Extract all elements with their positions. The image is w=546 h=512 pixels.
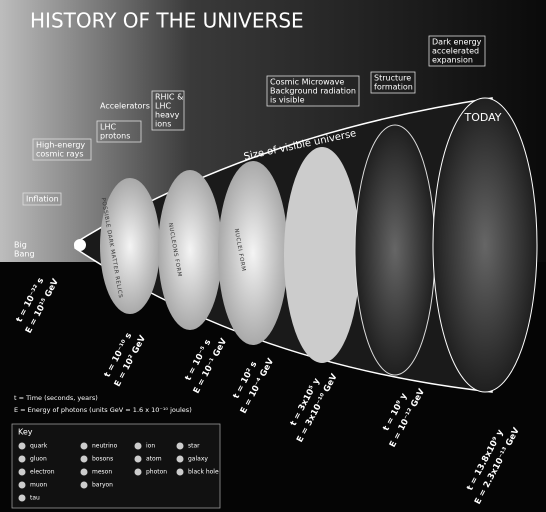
key-icon <box>19 495 26 502</box>
callout-text: expansion <box>432 56 473 65</box>
legend-e: E = Energy of photons (units GeV = 1.6 x… <box>14 406 192 414</box>
ellipse <box>218 161 288 345</box>
title: HISTORY OF THE UNIVERSE <box>30 9 304 33</box>
key-item: muon <box>30 482 47 489</box>
callout-text: is visible <box>270 96 305 105</box>
callout-text: RHIC & <box>155 93 183 102</box>
key-box <box>12 424 220 508</box>
key-icon <box>19 469 26 476</box>
key-item: meson <box>92 469 112 476</box>
key-item: bosons <box>92 456 113 463</box>
key-item: star <box>188 443 200 450</box>
key-icon <box>19 456 26 463</box>
callout-text: LHC <box>100 123 116 132</box>
today-label: TODAY <box>463 111 501 124</box>
key-icon <box>81 482 88 489</box>
key-icon <box>81 456 88 463</box>
key-item: gluon <box>30 456 47 463</box>
key-icon <box>135 456 142 463</box>
key-item: tau <box>30 495 40 502</box>
key-icon <box>135 443 142 450</box>
key-icon <box>135 469 142 476</box>
callout-text: accelerated <box>432 47 479 56</box>
callout-text: Inflation <box>26 195 59 204</box>
key-item: baryon <box>92 482 113 489</box>
callout-text: formation <box>374 83 413 92</box>
infographic: HISTORY OF THE UNIVERSE Size of visible … <box>0 0 546 512</box>
key-icon <box>81 469 88 476</box>
key-item: atom <box>146 456 162 463</box>
key-item: galaxy <box>188 456 208 463</box>
ellipse <box>284 147 360 363</box>
key-icon <box>177 456 184 463</box>
legend-t: t = Time (seconds, years) <box>14 394 98 402</box>
big-bang-glow <box>74 239 86 251</box>
ellipse <box>433 98 537 392</box>
key-item: ion <box>146 443 155 450</box>
callout-text: cosmic rays <box>36 150 84 159</box>
key-icon <box>81 443 88 450</box>
callout-text: ions <box>155 120 171 129</box>
callout-text: LHC <box>155 102 171 111</box>
callout-text: heavy <box>155 111 180 120</box>
callout-text: Accelerators <box>100 102 150 111</box>
key-icon <box>177 443 184 450</box>
key-item: quark <box>30 443 48 450</box>
key-item: neutrino <box>92 443 118 450</box>
callout-text: Structure <box>374 74 411 83</box>
key-icon <box>19 443 26 450</box>
callout-text: Background radiation <box>270 87 356 96</box>
ellipse <box>158 170 222 330</box>
callout-text: High-energy <box>36 141 85 150</box>
key-item: black hole <box>188 469 219 476</box>
key-title: Key <box>18 428 33 437</box>
key-item: photon <box>146 469 167 476</box>
key-item: electron <box>30 469 55 476</box>
key-icon <box>19 482 26 489</box>
callout-text: protons <box>100 132 130 141</box>
key-icon <box>177 469 184 476</box>
callout-text: Cosmic Microwave <box>270 78 344 87</box>
callout-text: Dark energy <box>432 38 482 47</box>
callout-text: Bang <box>14 250 35 259</box>
callout-text: Big <box>14 241 27 250</box>
ellipse <box>355 125 435 375</box>
